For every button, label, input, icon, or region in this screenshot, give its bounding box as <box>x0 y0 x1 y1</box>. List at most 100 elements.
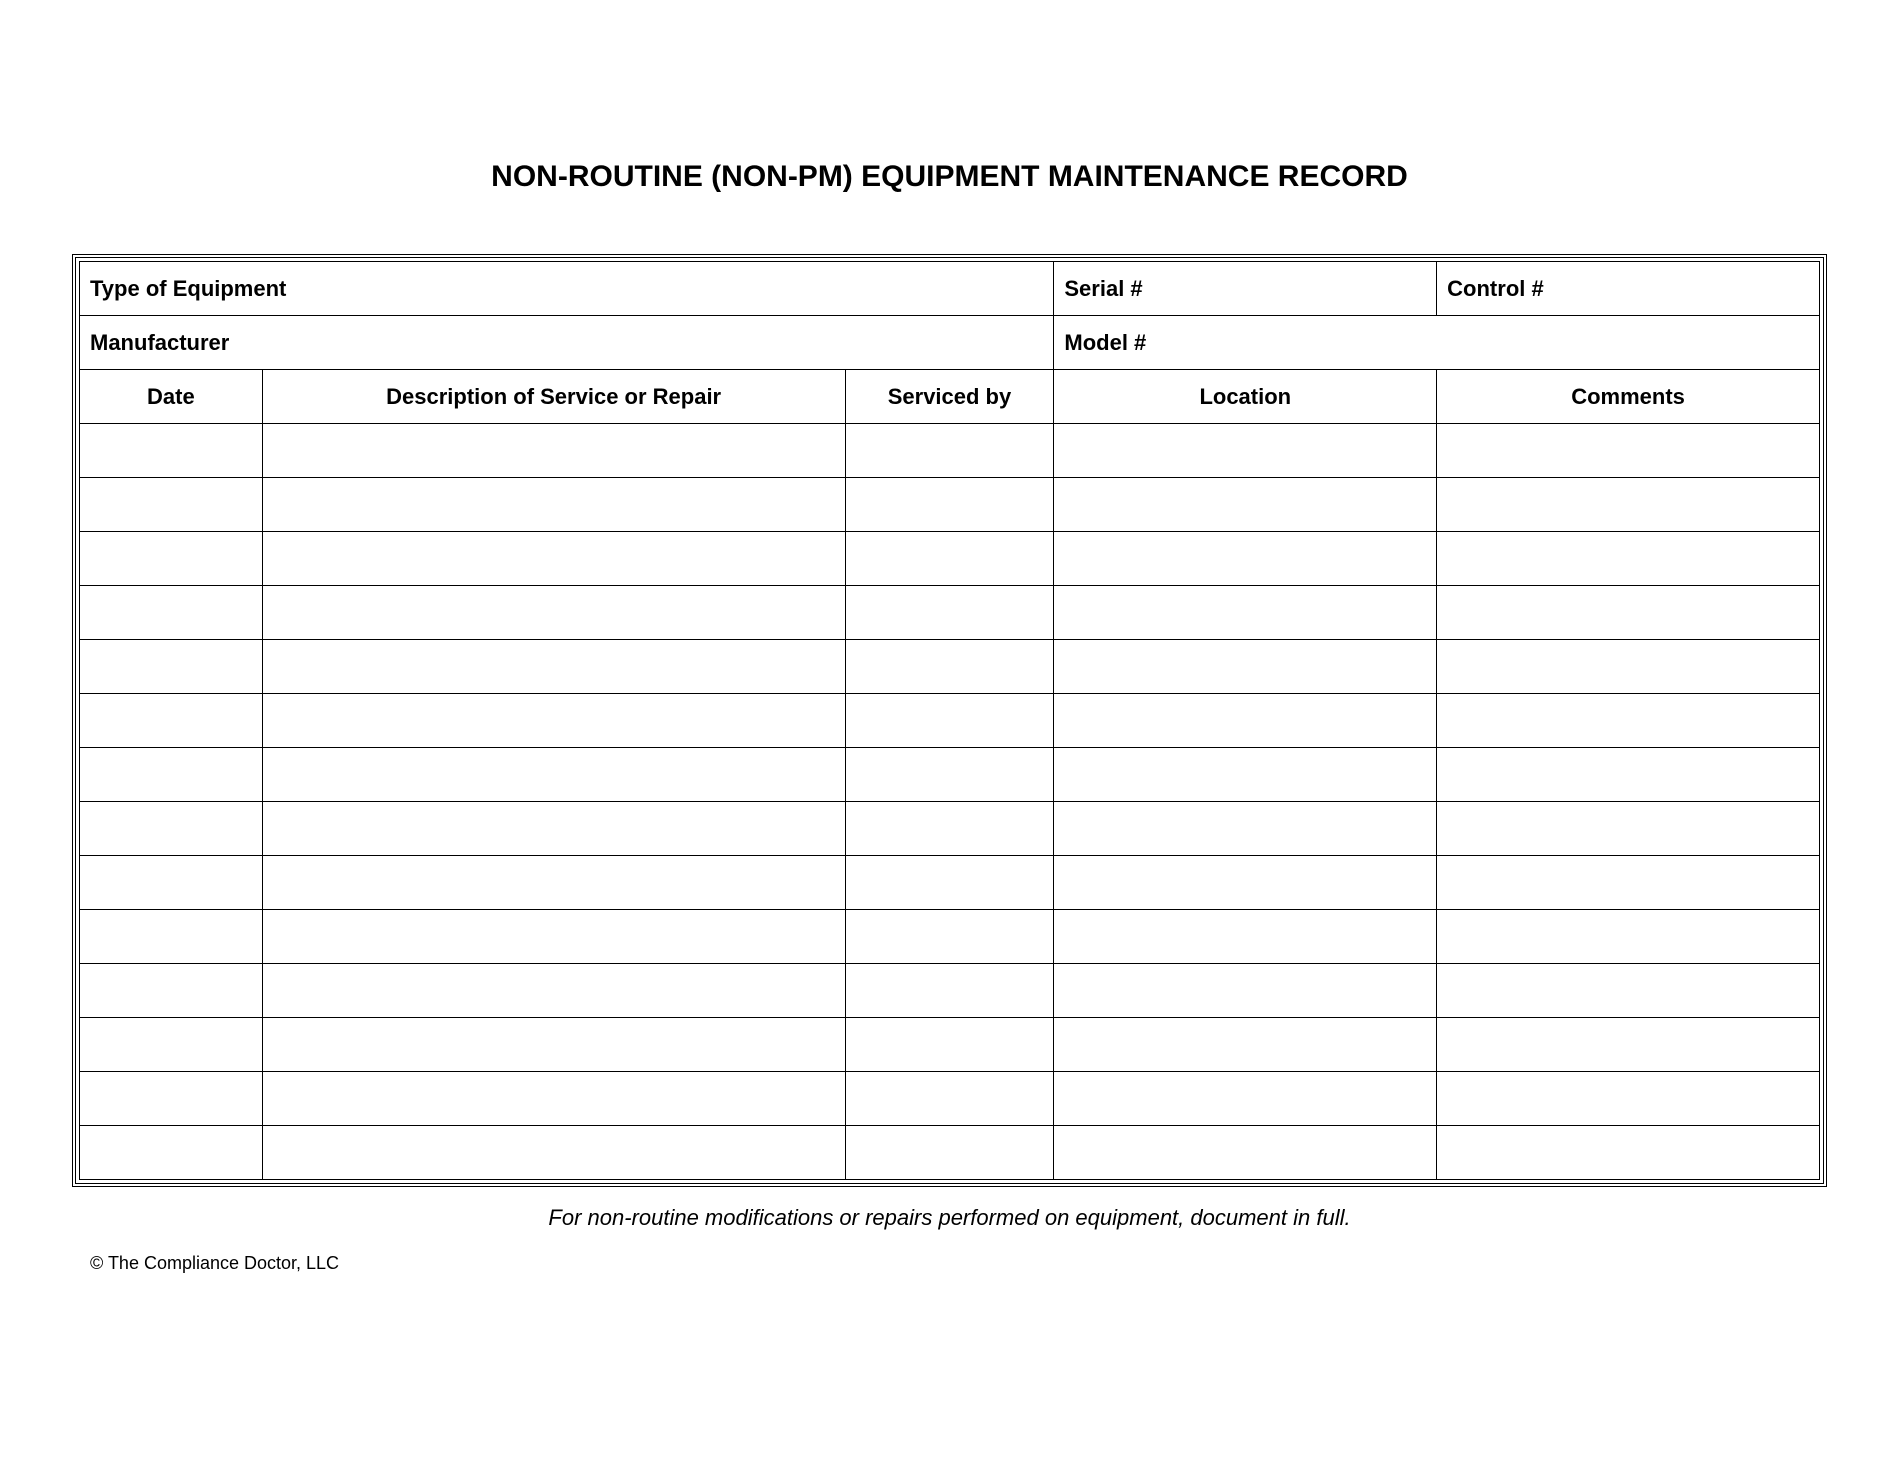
table-cell <box>1437 856 1820 910</box>
table-cell <box>845 964 1054 1018</box>
table-cell <box>845 910 1054 964</box>
table-row <box>80 1018 1820 1072</box>
data-rows-body <box>80 424 1820 1180</box>
table-cell <box>845 1072 1054 1126</box>
table-cell <box>262 1126 845 1180</box>
table-cell <box>80 1072 263 1126</box>
table-cell <box>1054 802 1437 856</box>
table-row <box>80 478 1820 532</box>
table-row <box>80 802 1820 856</box>
table-cell <box>262 532 845 586</box>
table-cell <box>845 586 1054 640</box>
table-cell <box>845 478 1054 532</box>
col-header-serviced-by: Serviced by <box>845 370 1054 424</box>
col-header-location: Location <box>1054 370 1437 424</box>
table-cell <box>1054 694 1437 748</box>
table-cell <box>1437 1126 1820 1180</box>
table-cell <box>845 424 1054 478</box>
table-row <box>80 532 1820 586</box>
table-cell <box>1054 856 1437 910</box>
table-cell <box>262 748 845 802</box>
col-header-comments: Comments <box>1437 370 1820 424</box>
column-header-row: Date Description of Service or Repair Se… <box>80 370 1820 424</box>
table-cell <box>845 802 1054 856</box>
table-cell <box>262 424 845 478</box>
table-row <box>80 1126 1820 1180</box>
table-row <box>80 586 1820 640</box>
table-cell <box>1054 586 1437 640</box>
table-cell <box>845 748 1054 802</box>
table-cell <box>1054 1126 1437 1180</box>
table-cell <box>262 802 845 856</box>
table-cell <box>1054 964 1437 1018</box>
table-cell <box>1437 586 1820 640</box>
table-cell <box>80 856 263 910</box>
table-cell <box>1437 640 1820 694</box>
table-cell <box>262 694 845 748</box>
table-cell <box>80 424 263 478</box>
page: NON-ROUTINE (NON-PM) EQUIPMENT MAINTENAN… <box>0 0 1899 1468</box>
table-row <box>80 964 1820 1018</box>
table-cell <box>80 964 263 1018</box>
table-cell <box>1054 1018 1437 1072</box>
label-manufacturer: Manufacturer <box>80 316 1054 370</box>
table-cell <box>1437 748 1820 802</box>
table-cell <box>262 910 845 964</box>
table-row <box>80 640 1820 694</box>
page-title: NON-ROUTINE (NON-PM) EQUIPMENT MAINTENAN… <box>72 160 1827 194</box>
table-cell <box>1054 424 1437 478</box>
table-cell <box>262 640 845 694</box>
label-type-of-equipment: Type of Equipment <box>80 262 1054 316</box>
table-cell <box>1437 1018 1820 1072</box>
table-cell <box>1054 532 1437 586</box>
table-row <box>80 694 1820 748</box>
table-cell <box>845 856 1054 910</box>
table-cell <box>1437 964 1820 1018</box>
footnote: For non-routine modifications or repairs… <box>72 1205 1827 1231</box>
table-cell <box>1054 748 1437 802</box>
table-row <box>80 748 1820 802</box>
table-cell <box>80 640 263 694</box>
table-cell <box>1054 910 1437 964</box>
table-cell <box>80 910 263 964</box>
table-cell <box>80 1018 263 1072</box>
table-cell <box>1437 424 1820 478</box>
copyright: © The Compliance Doctor, LLC <box>72 1253 1827 1274</box>
maintenance-record-table: Type of Equipment Serial # Control # Man… <box>79 261 1820 1180</box>
header-row-2: Manufacturer Model # <box>80 316 1820 370</box>
table-cell <box>80 748 263 802</box>
table-cell <box>1437 1072 1820 1126</box>
table-row <box>80 1072 1820 1126</box>
table-cell <box>262 856 845 910</box>
table-cell <box>845 1126 1054 1180</box>
table-cell <box>262 1072 845 1126</box>
table-cell <box>1054 478 1437 532</box>
table-cell <box>262 478 845 532</box>
table-cell <box>1437 910 1820 964</box>
table-cell <box>80 694 263 748</box>
table-cell <box>80 586 263 640</box>
table-cell <box>1437 532 1820 586</box>
table-cell <box>845 694 1054 748</box>
table-cell <box>262 964 845 1018</box>
label-model-no: Model # <box>1054 316 1820 370</box>
table-row <box>80 856 1820 910</box>
table-cell <box>80 802 263 856</box>
table-cell <box>845 1018 1054 1072</box>
table-cell <box>1054 1072 1437 1126</box>
header-row-1: Type of Equipment Serial # Control # <box>80 262 1820 316</box>
table-cell <box>845 640 1054 694</box>
table-cell <box>262 1018 845 1072</box>
table-cell <box>1054 640 1437 694</box>
table-cell <box>1437 694 1820 748</box>
table-cell <box>80 1126 263 1180</box>
table-cell <box>80 478 263 532</box>
col-header-description: Description of Service or Repair <box>262 370 845 424</box>
table-row <box>80 910 1820 964</box>
label-serial-no: Serial # <box>1054 262 1437 316</box>
table-cell <box>1437 478 1820 532</box>
col-header-date: Date <box>80 370 263 424</box>
table-frame: Type of Equipment Serial # Control # Man… <box>72 254 1827 1187</box>
table-cell <box>845 532 1054 586</box>
table-cell <box>80 532 263 586</box>
